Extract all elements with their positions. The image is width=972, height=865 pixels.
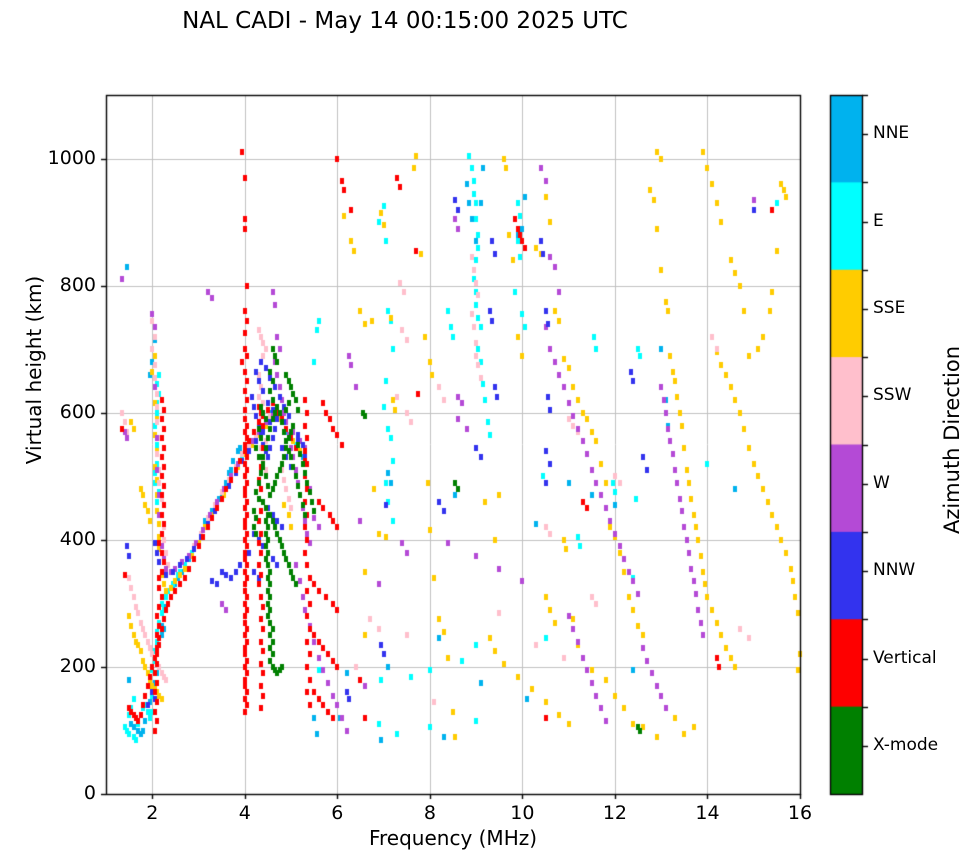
colorbar-axis-label: Azimuth Direction xyxy=(940,345,964,535)
y-tick-label: 0 xyxy=(83,782,96,804)
y-tick-label: 1000 xyxy=(47,146,96,169)
x-tick-label: 10 xyxy=(510,802,535,824)
y-tick-label: 800 xyxy=(59,273,96,296)
x-tick-label: 16 xyxy=(787,802,813,824)
x-tick-label: 12 xyxy=(602,802,628,824)
colorbar-tick-label-w: W xyxy=(873,472,890,493)
colorbar-tick-label-x-mode: X-mode xyxy=(873,734,939,755)
colorbar-tick-label-ssw: SSW xyxy=(873,385,912,406)
x-tick-label: 4 xyxy=(238,802,251,824)
colorbar-tick-label-vertical: Vertical xyxy=(873,647,937,668)
x-tick-label: 14 xyxy=(695,802,720,824)
x-tick-label: 6 xyxy=(331,802,344,824)
y-tick-label: 200 xyxy=(59,654,96,677)
colorbar-tick-label-nnw: NNW xyxy=(873,560,916,581)
y-tick-label: 400 xyxy=(59,527,96,550)
x-tick-label: 2 xyxy=(146,802,159,824)
colorbar-tick-label-nne: NNE xyxy=(873,123,910,144)
y-axis-label: Virtual height (km) xyxy=(22,275,46,465)
colorbar-tick-label-sse: SSE xyxy=(873,298,906,319)
x-tick-label: 8 xyxy=(423,802,436,824)
colorbar-tick-label-e: E xyxy=(873,210,884,231)
x-axis-label: Frequency (MHz) xyxy=(368,826,538,850)
y-tick-label: 600 xyxy=(59,400,96,423)
